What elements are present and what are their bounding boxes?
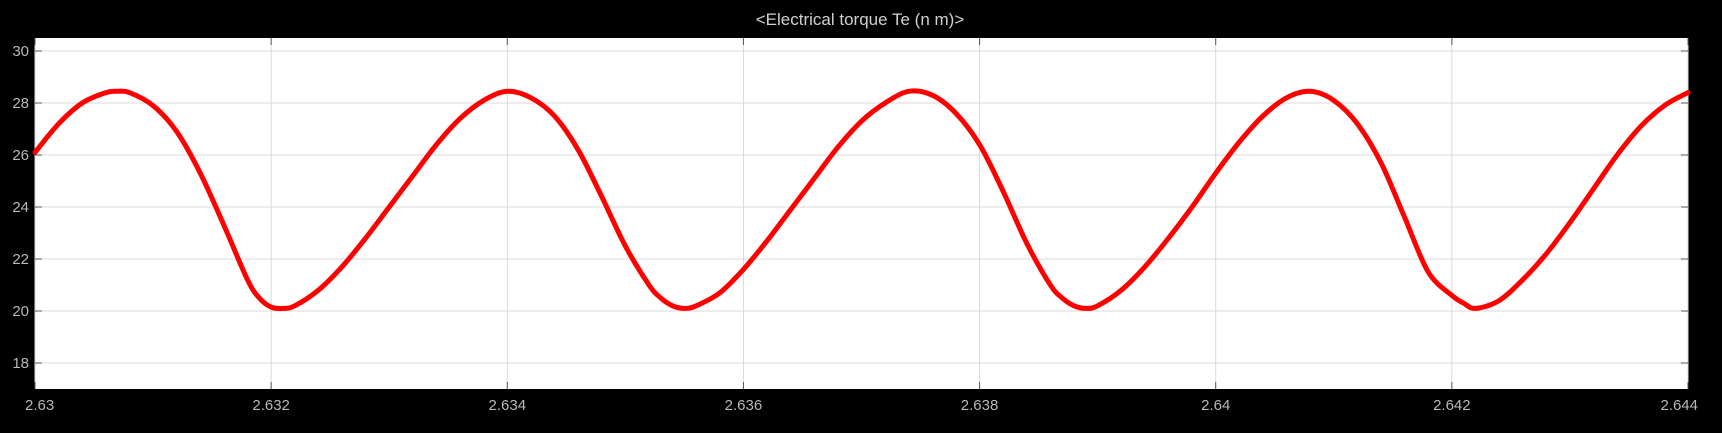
x-tick-label: 2.64 bbox=[1201, 397, 1230, 414]
y-tick-label: 18 bbox=[12, 355, 29, 372]
x-tick-label: 2.644 bbox=[1660, 397, 1698, 414]
y-tick-label: 26 bbox=[12, 147, 29, 164]
x-tick-label: 2.63 bbox=[25, 397, 54, 414]
y-tick-label: 22 bbox=[12, 251, 29, 268]
x-tick-label: 2.638 bbox=[961, 397, 999, 414]
x-tick-label: 2.636 bbox=[725, 397, 763, 414]
chart-title: <Electrical torque Te (n m)> bbox=[756, 10, 965, 29]
y-tick-label: 28 bbox=[12, 95, 29, 112]
y-tick-label: 30 bbox=[12, 43, 29, 60]
plot-area[interactable] bbox=[35, 38, 1688, 389]
y-axis-labels: 18 20 22 24 26 28 30 bbox=[12, 43, 29, 372]
y-tick-label: 20 bbox=[12, 303, 29, 320]
y-tick-label: 24 bbox=[12, 199, 29, 216]
x-tick-label: 2.634 bbox=[489, 397, 527, 414]
x-tick-label: 2.642 bbox=[1433, 397, 1471, 414]
x-axis-labels: 2.63 2.632 2.634 2.636 2.638 2.64 2.642 2.644 bbox=[25, 397, 1698, 414]
x-tick-label: 2.632 bbox=[252, 397, 290, 414]
